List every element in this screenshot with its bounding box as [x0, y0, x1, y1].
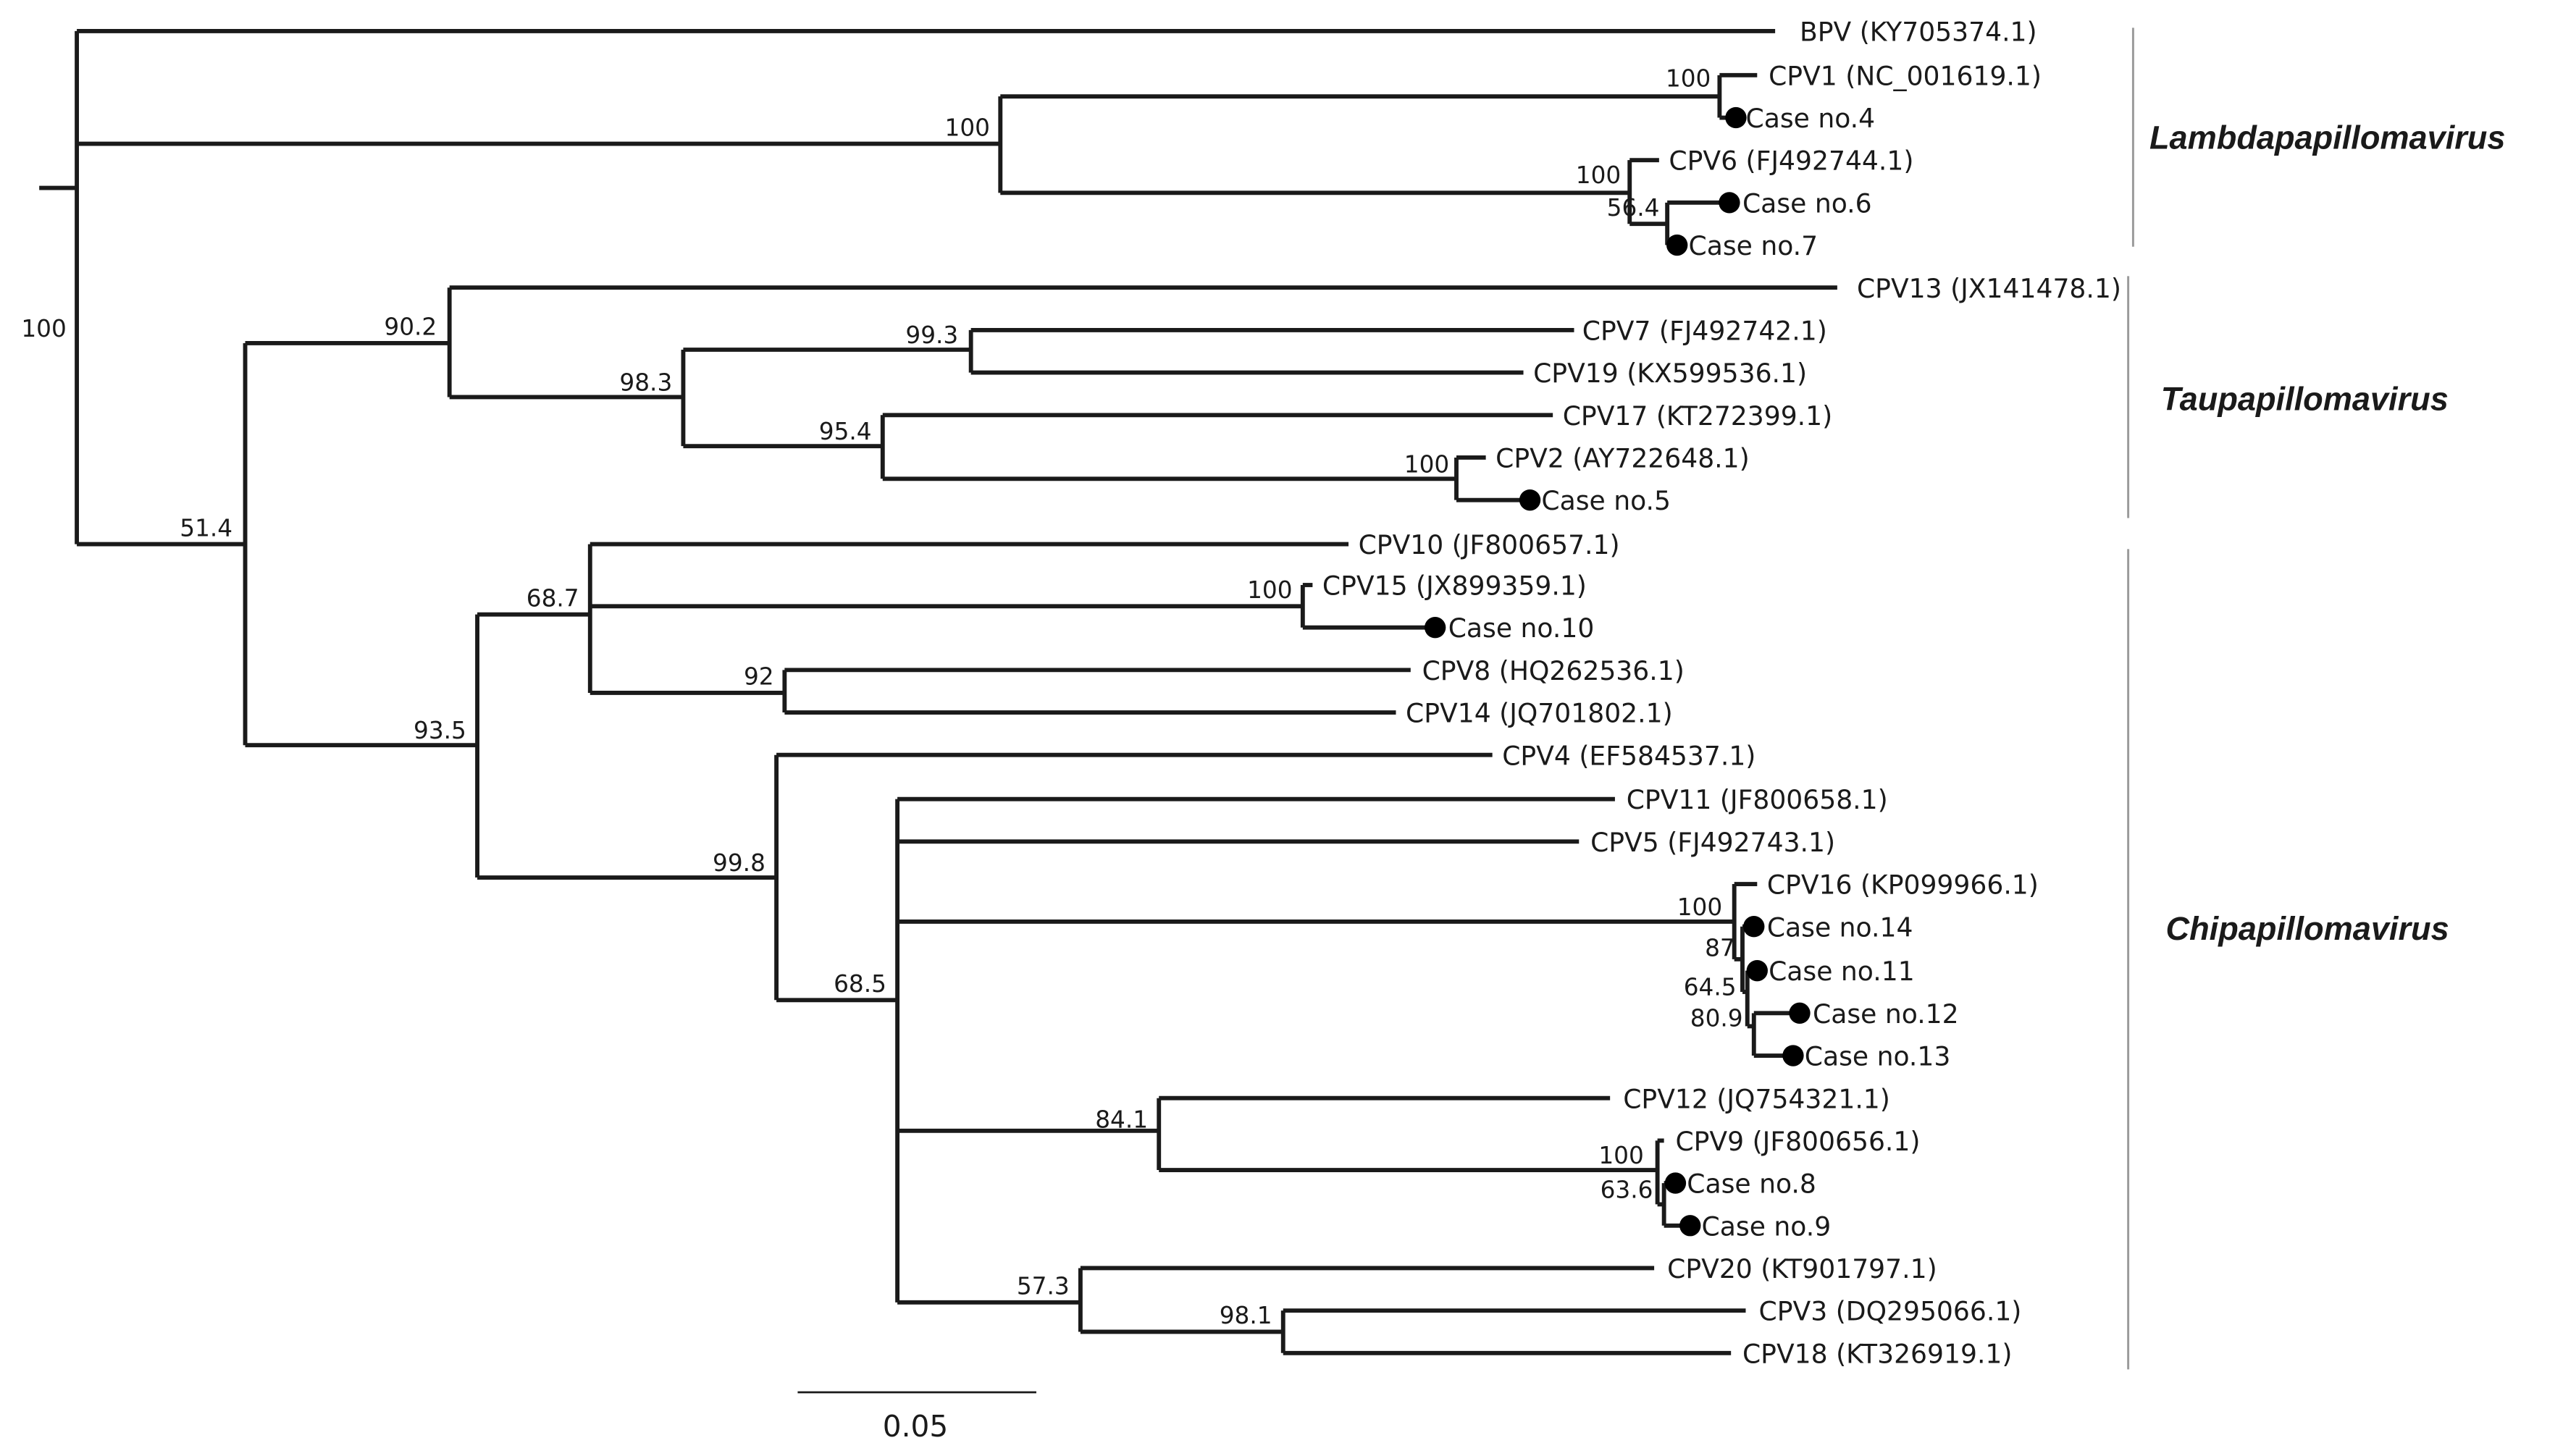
support-cpv8-cpv14: 92	[744, 663, 774, 691]
taxon-cpv7: CPV7 (FJ492742.1)	[1582, 315, 1827, 346]
marker-case9	[1679, 1215, 1701, 1237]
genus-label-chi: Chipapillomavirus	[2166, 910, 2449, 947]
marker-case5	[1519, 489, 1541, 511]
taxon-cpv4: CPV4 (EF584537.1)	[1502, 740, 1755, 771]
genus-label-tau: Taupapillomavirus	[2161, 381, 2449, 418]
support-cpv15-case10: 100	[1247, 576, 1292, 604]
taxon-case8: Case no.8	[1687, 1169, 1816, 1200]
genus-annotations: Lambdapapillomavirus Taupapillomavirus C…	[2127, 28, 2505, 1370]
marker-case13	[1782, 1045, 1804, 1066]
support-cpv7-cpv19: 99.3	[905, 321, 958, 349]
taxon-case6: Case no.6	[1742, 188, 1872, 219]
taxon-cpv12: CPV12 (JQ754321.1)	[1623, 1083, 1890, 1114]
marker-case7	[1666, 234, 1688, 256]
taxon-cpv20: CPV20 (KT901797.1)	[1667, 1253, 1937, 1284]
support-cpv2-case5: 100	[1404, 450, 1449, 478]
genus-label-lambda: Lambdapapillomavirus	[2149, 119, 2505, 156]
taxon-case11: Case no.11	[1769, 956, 1915, 987]
support-chi-clade: 93.5	[414, 717, 466, 744]
taxon-cpv18: CPV18 (KT326919.1)	[1742, 1338, 2013, 1369]
support-case8-case9: 63.6	[1601, 1176, 1653, 1203]
support-lambda-clade: 100	[945, 114, 990, 141]
taxon-cpv17: CPV17 (KT272399.1)	[1563, 400, 1833, 432]
taxon-case4: Case no.4	[1745, 103, 1875, 134]
taxon-case9: Case no.9	[1702, 1211, 1832, 1242]
tree-branches	[39, 28, 1837, 1355]
marker-case14	[1743, 916, 1765, 938]
taxon-case7: Case no.7	[1688, 230, 1818, 261]
taxon-cpv14: CPV14 (JQ701802.1)	[1406, 698, 1673, 729]
support-value-group: 100 100 100 100 56.4 51.4 90.2 98.3 99.3…	[21, 65, 1742, 1330]
taxon-cpv13: CPV13 (JX141478.1)	[1857, 273, 2121, 304]
support-case12-case13: 80.9	[1690, 1004, 1743, 1032]
marker-case12	[1789, 1002, 1811, 1024]
support-cpv17-cpv2: 95.4	[819, 418, 872, 445]
taxon-case10: Case no.10	[1448, 613, 1595, 644]
marker-case4	[1725, 106, 1747, 129]
taxon-cpv3: CPV3 (DQ295066.1)	[1759, 1296, 2022, 1327]
marker-case11	[1746, 959, 1768, 982]
support-cpv9-clade: 100	[1598, 1142, 1643, 1169]
taxon-bpv: BPV (KY705374.1)	[1800, 16, 2037, 47]
taxon-label-group: BPV (KY705374.1) CPV1 (NC_001619.1) Case…	[1322, 16, 2121, 1369]
taxon-cpv8: CPV8 (HQ262536.1)	[1422, 655, 1685, 686]
marker-case6	[1719, 192, 1740, 214]
marker-case8	[1664, 1172, 1687, 1194]
support-tau-clade: 90.2	[384, 313, 437, 341]
taxon-cpv9: CPV9 (JF800656.1)	[1675, 1126, 1920, 1157]
taxon-cpv10: CPV10 (JF800657.1)	[1359, 529, 1620, 560]
support-cpv7-to-cpv2: 98.3	[619, 369, 672, 396]
taxon-cpv11: CPV11 (JF800658.1)	[1627, 784, 1888, 815]
taxon-cpv15: CPV15 (JX899359.1)	[1322, 571, 1587, 602]
support-cpv16-clade: 100	[1677, 893, 1722, 921]
taxon-case14: Case no.14	[1767, 912, 1913, 943]
taxon-cpv16: CPV16 (KP099966.1)	[1767, 870, 2039, 901]
marker-case10	[1424, 617, 1446, 639]
taxon-cpv5: CPV5 (FJ492743.1)	[1590, 827, 1835, 858]
support-case6-case7: 56.4	[1607, 194, 1660, 222]
support-cpv12-cpv9: 84.1	[1095, 1106, 1148, 1133]
support-cpv20-clade: 57.3	[1017, 1273, 1070, 1300]
support-cpv4-clade: 99.8	[713, 849, 765, 877]
scale-bar: 0.05	[797, 1391, 1036, 1444]
taxon-cpv1: CPV1 (NC_001619.1)	[1769, 60, 2042, 91]
taxon-case13: Case no.13	[1805, 1041, 1951, 1072]
support-cpv6-clade: 100	[1576, 161, 1621, 189]
support-cpv3-cpv18: 98.1	[1220, 1302, 1272, 1329]
support-cpv10-to-cpv14: 68.7	[527, 584, 579, 612]
taxon-cpv19: CPV19 (KX599536.1)	[1533, 358, 1807, 389]
support-root: 100	[21, 315, 66, 342]
support-tau-chi: 51.4	[180, 514, 232, 542]
taxon-case5: Case no.5	[1541, 485, 1671, 516]
support-cpv11-clade: 68.5	[834, 970, 886, 998]
taxon-cpv6: CPV6 (FJ492744.1)	[1669, 146, 1913, 177]
taxon-case12: Case no.12	[1813, 998, 1959, 1030]
scale-bar-label: 0.05	[883, 1409, 948, 1444]
support-case11-group: 64.5	[1684, 974, 1737, 1001]
taxon-cpv2: CPV2 (AY722648.1)	[1496, 443, 1750, 474]
support-cpv1-case4: 100	[1666, 65, 1711, 93]
support-case14-group: 87	[1705, 934, 1735, 961]
case-markers	[1424, 106, 1811, 1237]
